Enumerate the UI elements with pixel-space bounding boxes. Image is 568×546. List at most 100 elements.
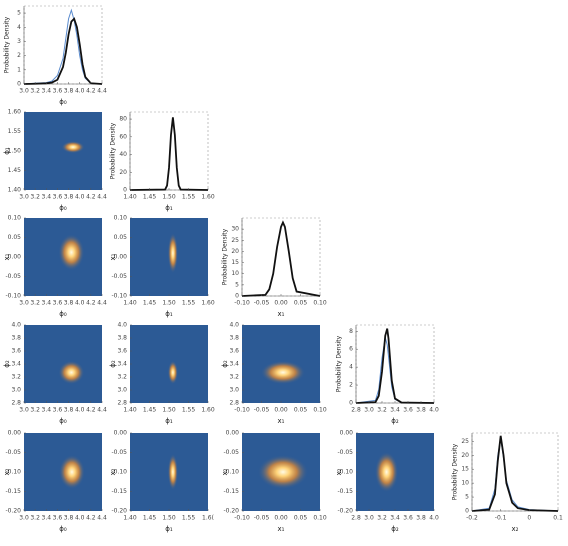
y-tick-label: -0.20 (5, 508, 21, 515)
x-tick-label: 1.60 (201, 407, 215, 414)
y-tick-label: 3.2 (11, 374, 21, 381)
x-tick-label: 0.10 (313, 300, 327, 307)
x-tick-label: 4.2 (86, 515, 96, 522)
y-tick-label: 4 (349, 364, 353, 371)
y-tick-label: 0.10 (114, 215, 128, 222)
y-tick-label: -0.15 (223, 488, 239, 495)
density-peak (257, 454, 309, 490)
x-tick-label: 1.45 (143, 194, 157, 201)
y-axis-label: Probability Density (4, 16, 11, 73)
y-tick-label: 0.00 (340, 430, 354, 437)
y-tick-label: -0.20 (337, 508, 353, 515)
panel: 1.40 1.45 1.50 1.55 1.60 -0.10 -0.05 0.00 0.05 0.… (109, 215, 215, 319)
x-tick-label: -0.05 (254, 300, 270, 307)
y-tick-label: 5 (17, 10, 21, 17)
y-tick-label: 8 (349, 328, 353, 335)
y-tick-label: 2.8 (11, 400, 21, 407)
x-tick-label: 1.40 (123, 300, 137, 307)
x-tick-label: 1.60 (201, 194, 215, 201)
y-tick-label: 3.4 (229, 361, 239, 368)
x-tick-label: 3.0 (19, 300, 29, 307)
x-tick-label: 0.10 (313, 407, 327, 414)
density-peak (167, 232, 178, 274)
y-tick-label: 10 (231, 270, 239, 277)
x-tick-label: 3.6 (53, 88, 63, 95)
x-axis-label: x₂ (512, 525, 519, 533)
x-tick-label: -0.10 (234, 515, 250, 522)
density-line (23, 8, 103, 85)
y-tick-label: 3.0 (229, 387, 239, 394)
x-tick-label: 0.00 (274, 515, 288, 522)
x-tick-label: 4.2 (86, 194, 96, 201)
panel: 3.0 3.2 3.4 3.6 3.8 4.0 4.2 4.4 -0.10 -0.05 0.00 0.… (3, 215, 107, 319)
y-tick-label: 10 (461, 480, 469, 487)
y-tick-label: 3.4 (117, 361, 127, 368)
x-axis-label: x₁ (278, 525, 285, 533)
x-axis-label: ϕ₁ (165, 204, 173, 212)
y-tick-label: -0.05 (5, 449, 21, 456)
density-line (355, 337, 435, 404)
x-tick-label: 0.10 (313, 515, 327, 522)
density-line (471, 438, 559, 512)
x-tick-label: 1.45 (143, 515, 157, 522)
x-tick-label: 4.0 (429, 407, 439, 414)
x-tick-label: -0.10 (234, 300, 250, 307)
y-tick-label: 0.00 (8, 254, 22, 261)
density-peak (58, 454, 85, 490)
x-tick-label: 1.55 (182, 407, 196, 414)
x-tick-label: 3.4 (42, 407, 52, 414)
density-peak (260, 360, 306, 385)
density-peak (58, 234, 85, 271)
frame (471, 432, 559, 512)
y-tick-label: 60 (119, 133, 127, 140)
frame (355, 324, 435, 404)
y-tick-label: -0.05 (111, 449, 127, 456)
y-tick-label: 3.6 (117, 348, 127, 355)
x-tick-label: 3.0 (364, 515, 374, 522)
x-tick-label: 3.2 (30, 515, 40, 522)
x-tick-label: 3.6 (403, 407, 413, 414)
y-tick-label: -0.20 (111, 508, 127, 515)
y-tick-label: -0.05 (337, 449, 353, 456)
y-tick-label: -0.10 (5, 469, 21, 476)
y-tick-label: 5 (465, 494, 469, 501)
x-tick-label: 3.2 (30, 300, 40, 307)
x-axis-label: x₁ (278, 310, 285, 318)
x-tick-label: 3.2 (30, 407, 40, 414)
x-tick-label: -0.10 (234, 407, 250, 414)
y-tick-label: 3.6 (229, 348, 239, 355)
x-tick-label: 3.8 (416, 407, 426, 414)
x-axis-label: ϕ₁ (165, 310, 173, 318)
panel: -0.2 -0.1 0 0.1 0 5 10 15 20 25 x₂ Probability Dens… (452, 432, 563, 533)
y-tick-label: 1.45 (8, 167, 22, 174)
y-tick-label: 3.0 (117, 387, 127, 394)
x-tick-label: 4.2 (86, 407, 96, 414)
x-tick-label: 0.00 (274, 407, 288, 414)
x-tick-label: 3.8 (416, 515, 426, 522)
y-tick-label: 3.2 (229, 374, 239, 381)
x-tick-label: 1.40 (123, 407, 137, 414)
panel: -0.10 -0.05 0.00 0.05 0.10 -0.20 -0.15 -0.10 -0.… (221, 430, 327, 534)
y-tick-label: 1 (17, 66, 21, 73)
x-tick-label: 3.8 (64, 515, 74, 522)
y-tick-label: 25 (461, 438, 469, 445)
y-tick-label: 4.0 (117, 322, 127, 329)
y-tick-label: -0.15 (5, 488, 21, 495)
y-tick-label: 0.00 (8, 430, 22, 437)
panel: 3.0 3.2 3.4 3.6 3.8 4.0 4.2 4.4 1.40 1.45 1.50 1.55… (3, 109, 107, 213)
y-axis-label: x₂ (109, 468, 117, 475)
panel: 1.40 1.45 1.50 1.55 1.6(-0.20 -0.15 -0.10 -0.05… (109, 430, 214, 534)
y-tick-label: 0.05 (8, 234, 22, 241)
y-tick-label: -0.10 (337, 469, 353, 476)
x-tick-label: 1.45 (143, 407, 157, 414)
y-tick-label: 2.8 (229, 400, 239, 407)
y-tick-label: 1.55 (8, 128, 22, 135)
y-axis-label: x₁ (3, 253, 11, 260)
y-axis-label: Probability Density (452, 443, 459, 500)
y-tick-label: 20 (119, 169, 127, 176)
y-tick-label: 0 (465, 508, 469, 515)
x-tick-label: 3.0 (19, 407, 29, 414)
x-tick-label: -0.1 (495, 515, 507, 522)
y-tick-label: -0.10 (111, 469, 127, 476)
y-tick-label: 1.50 (8, 148, 22, 155)
